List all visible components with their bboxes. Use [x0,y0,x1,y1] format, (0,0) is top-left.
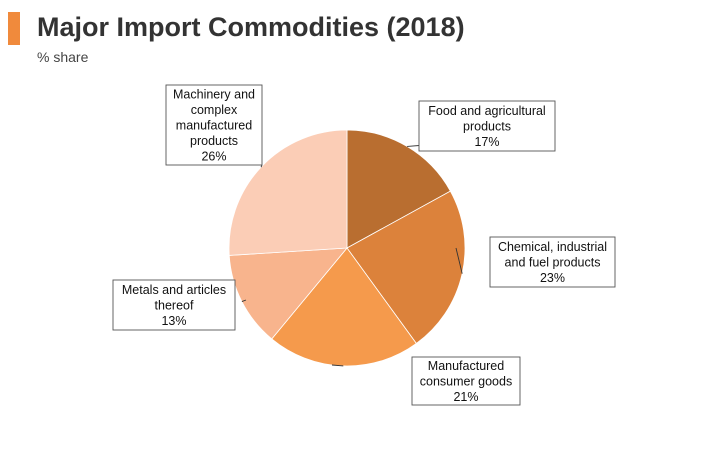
label-box [489,236,616,288]
callout-line-2 [331,364,344,367]
slice-percent: 21% [453,390,478,404]
slice-label-text: Metals and articles [122,283,226,297]
pie-slice-0 [346,129,451,249]
label-box [411,356,521,406]
title-accent-bar [8,12,20,45]
slice-label-text: products [190,134,238,148]
slice-percent: 26% [201,149,226,163]
slice-percent: 13% [161,314,186,328]
slice-label-text: and fuel products [505,255,601,269]
callout-line-3 [241,299,247,303]
chart-title: Major Import Commodities (2018) [37,12,465,42]
pie-slice-4 [228,129,348,256]
slice-percent: 23% [540,271,565,285]
slice-label-text: Manufactured [428,359,504,373]
slice-label-text: complex [191,103,238,117]
slice-label-text: products [463,119,511,133]
slice-label-text: Food and agricultural [428,104,545,118]
slice-label-text: manufactured [176,118,252,132]
slice-label-text: consumer goods [420,374,512,388]
label-box [112,279,236,331]
chart-subtitle: % share [37,49,89,65]
slice-label-text: thereof [155,298,194,312]
callout-line-1 [455,247,463,274]
label-box [165,84,263,166]
slice-label-text: Machinery and [173,87,255,101]
slice-percent: 17% [474,135,499,149]
slice-label-text: Chemical, industrial [498,240,607,254]
label-box [418,100,556,152]
